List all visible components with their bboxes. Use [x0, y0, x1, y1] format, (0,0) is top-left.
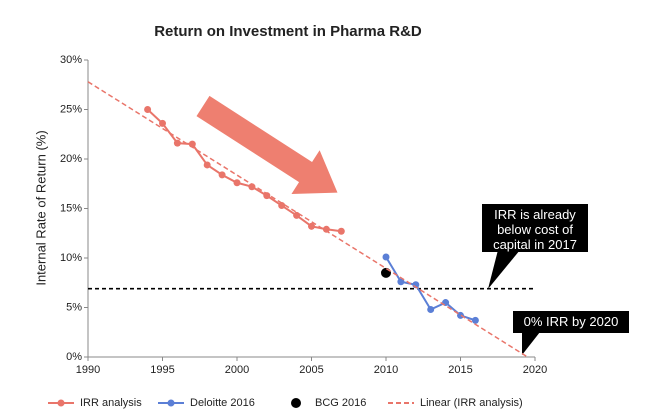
- y-tick-label: 5%: [66, 301, 82, 313]
- y-tick-label: 30%: [60, 54, 82, 66]
- data-point: [322, 225, 330, 233]
- x-tick-label: 2005: [299, 364, 323, 376]
- x-tick-label: 2015: [448, 364, 472, 376]
- y-tick-label: 10%: [60, 252, 82, 264]
- data-point: [427, 305, 435, 313]
- y-tick-label: 0%: [66, 351, 82, 363]
- annotation: IRR is already below cost of capital in …: [482, 204, 588, 252]
- data-point: [173, 139, 181, 147]
- data-point: [457, 311, 464, 319]
- trend-arrow: [196, 95, 338, 194]
- x-tick-label: 1990: [76, 364, 100, 376]
- x-tick-label: 2020: [523, 364, 547, 376]
- y-tick-label: 15%: [60, 202, 82, 214]
- data-point: [233, 179, 241, 187]
- x-tick-label: 2010: [374, 364, 398, 376]
- annotation: 0% IRR by 2020: [513, 311, 629, 333]
- series-line: [87, 81, 528, 358]
- data-point: [382, 253, 390, 261]
- legend-label: Linear (IRR analysis): [420, 397, 523, 409]
- data-point: [218, 171, 226, 179]
- y-axis-label: Internal Rate of Return (%): [33, 130, 48, 285]
- data-point: [159, 119, 166, 127]
- legend-marker: [57, 399, 65, 407]
- data-point: [308, 222, 315, 230]
- data-point: [471, 316, 479, 324]
- data-point: [203, 161, 211, 169]
- y-tick-label: 25%: [60, 103, 82, 115]
- x-tick-label: 1995: [150, 364, 174, 376]
- data-point: [144, 106, 152, 113]
- data-point: [293, 211, 301, 219]
- legend-label: BCG 2016: [315, 397, 366, 409]
- legend-marker: [291, 398, 301, 408]
- data-point: [278, 202, 286, 210]
- chart-title: Return on Investment in Pharma R&D: [154, 23, 422, 40]
- legend-label: Deloitte 2016: [190, 397, 255, 409]
- legend-label: IRR analysis: [80, 397, 142, 409]
- callout-pointer: [488, 250, 520, 289]
- x-tick-label: 2000: [225, 364, 249, 376]
- legend-marker: [167, 399, 175, 407]
- data-point: [397, 278, 405, 286]
- data-point: [337, 227, 345, 235]
- callout-pointer: [522, 332, 540, 355]
- data-point: [381, 267, 391, 278]
- data-point: [263, 192, 271, 200]
- y-tick-label: 20%: [60, 153, 82, 165]
